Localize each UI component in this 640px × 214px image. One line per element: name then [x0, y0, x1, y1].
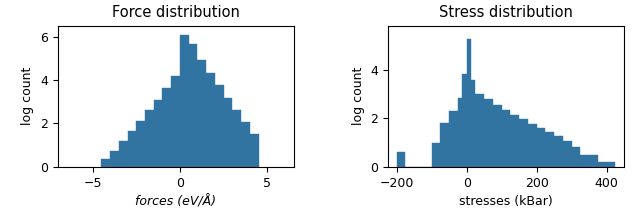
Bar	[458, 98, 462, 167]
Bar	[250, 134, 259, 167]
Bar	[510, 114, 519, 167]
Title: Force distribution: Force distribution	[111, 5, 239, 20]
Y-axis label: log count: log count	[21, 67, 35, 125]
Bar	[467, 39, 471, 167]
Bar	[223, 98, 232, 167]
Bar	[493, 105, 502, 167]
Bar	[536, 128, 545, 167]
Bar	[127, 131, 136, 167]
Bar	[449, 111, 458, 167]
Bar	[180, 36, 189, 167]
Bar	[110, 151, 119, 167]
Bar	[154, 100, 163, 167]
Bar	[198, 60, 206, 167]
Bar	[563, 141, 572, 167]
Bar	[545, 132, 554, 167]
Bar	[397, 152, 406, 167]
Bar	[484, 99, 493, 167]
Bar	[172, 76, 180, 167]
Bar	[163, 88, 172, 167]
X-axis label: forces (eV/Å): forces (eV/Å)	[135, 195, 216, 209]
Bar	[554, 137, 563, 167]
Bar	[440, 123, 449, 167]
Bar	[206, 73, 215, 167]
Bar	[232, 110, 241, 167]
Bar	[502, 110, 510, 167]
X-axis label: stresses (kBar): stresses (kBar)	[459, 195, 553, 208]
Bar	[215, 85, 223, 167]
Bar	[189, 44, 198, 167]
Bar	[432, 143, 440, 167]
Y-axis label: log count: log count	[352, 67, 365, 125]
Bar	[476, 94, 484, 167]
Bar	[462, 74, 467, 167]
Bar	[528, 124, 536, 167]
Bar	[598, 162, 615, 167]
Bar	[136, 121, 145, 167]
Bar	[519, 119, 528, 167]
Bar	[145, 110, 154, 167]
Bar	[119, 141, 127, 167]
Title: Stress distribution: Stress distribution	[439, 5, 573, 20]
Bar	[471, 80, 476, 167]
Bar	[572, 147, 580, 167]
Bar	[241, 122, 250, 167]
Bar	[580, 155, 598, 167]
Bar	[101, 159, 110, 167]
